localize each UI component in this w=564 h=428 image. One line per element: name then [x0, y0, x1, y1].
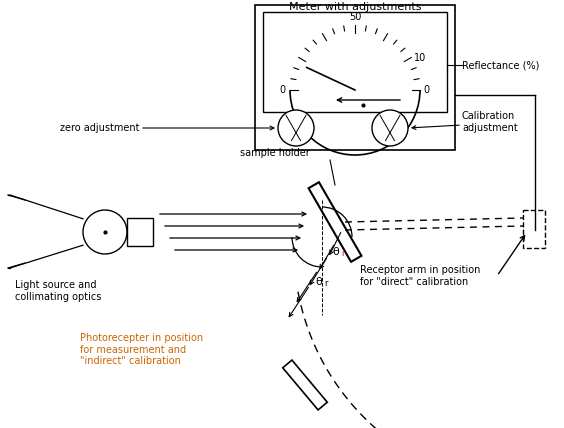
Text: θ: θ	[332, 247, 339, 257]
Bar	[127, 218, 153, 246]
Bar	[263, 12, 447, 112]
Text: Receptor arm in position
for "direct" calibration: Receptor arm in position for "direct" ca…	[360, 265, 481, 287]
Text: Reflectance (%): Reflectance (%)	[462, 60, 539, 70]
Text: sample holder: sample holder	[240, 148, 310, 158]
Bar	[523, 210, 545, 248]
Polygon shape	[283, 360, 327, 410]
Text: r: r	[324, 279, 328, 288]
Text: Photorecepter in position
for measurement and
"indirect" calibration: Photorecepter in position for measuremen…	[80, 333, 203, 366]
Circle shape	[83, 210, 127, 254]
Text: 50: 50	[349, 12, 361, 22]
Text: 10: 10	[415, 53, 426, 62]
Text: Meter with adjustments: Meter with adjustments	[289, 2, 421, 12]
Text: Calibration
adjustment: Calibration adjustment	[462, 111, 518, 133]
Text: 0: 0	[423, 85, 429, 95]
Text: i: i	[341, 250, 343, 259]
Circle shape	[278, 110, 314, 146]
Polygon shape	[309, 182, 362, 262]
Text: zero adjustment: zero adjustment	[60, 123, 140, 133]
Text: Light source and
collimating optics: Light source and collimating optics	[15, 280, 102, 302]
Text: θ: θ	[315, 277, 321, 287]
Bar	[255, 5, 455, 150]
Text: 0: 0	[280, 85, 286, 95]
Circle shape	[372, 110, 408, 146]
